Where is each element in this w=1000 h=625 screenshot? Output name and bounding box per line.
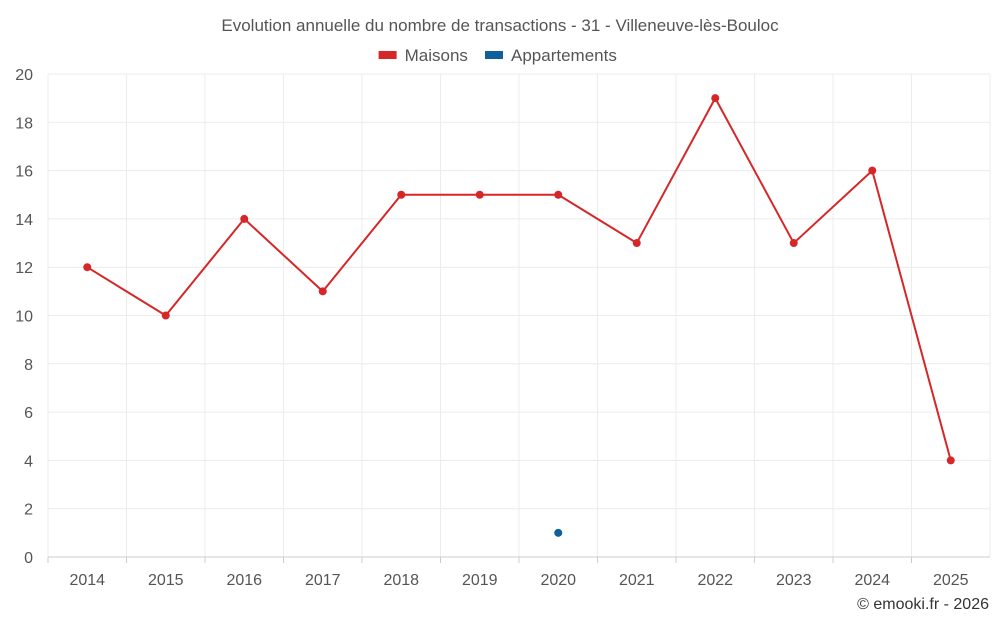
grid: [47, 73, 991, 557]
series-line-maisons: [86, 97, 952, 461]
x-tick-label: 2017: [305, 572, 341, 589]
y-tick-label: 14: [15, 212, 33, 229]
legend-label: Appartements: [511, 46, 617, 65]
data-point-maisons[interactable]: [318, 287, 327, 296]
axes: 0 2 4 6 8 10 12 14 16 18 20 2014 2015 2016 2017 2018 201…: [15, 67, 990, 589]
series-group: [83, 94, 955, 537]
x-tick-label: 2023: [776, 572, 812, 589]
y-tick-label: 16: [15, 164, 33, 181]
legend-swatch: [485, 51, 503, 59]
credit-text: © emooki.fr - 2026: [857, 596, 989, 613]
y-tick-label: 8: [24, 357, 33, 374]
y-tick-label: 20: [15, 67, 33, 84]
data-point-maisons[interactable]: [161, 311, 170, 320]
x-tick-label: 2016: [226, 572, 262, 589]
y-tick-label: 18: [15, 115, 33, 132]
y-tick-label: 0: [24, 550, 33, 567]
y-tick-label: 4: [24, 453, 33, 470]
data-point-maisons[interactable]: [946, 456, 955, 465]
legend-swatch: [378, 51, 397, 59]
x-tick-label: 2021: [619, 572, 655, 589]
legend: Maisons Appartements: [378, 46, 617, 65]
y-tick-label: 2: [24, 502, 33, 519]
y-tick-label: 12: [15, 260, 33, 277]
data-point-maisons[interactable]: [789, 239, 798, 248]
data-point-appartements[interactable]: [554, 528, 563, 537]
legend-item-appartements[interactable]: Appartements: [485, 46, 617, 65]
x-tick-label: 2018: [383, 572, 419, 589]
x-tick-label: 2014: [69, 572, 105, 589]
data-point-maisons[interactable]: [632, 239, 641, 248]
x-tick-label: 2024: [854, 572, 890, 589]
data-point-maisons[interactable]: [240, 214, 249, 223]
data-point-maisons[interactable]: [83, 263, 92, 272]
x-tick-label: 2019: [462, 572, 498, 589]
x-tick-label: 2025: [933, 572, 969, 589]
data-point-maisons[interactable]: [475, 190, 484, 199]
legend-item-maisons[interactable]: Maisons: [378, 46, 468, 65]
y-tick-label: 10: [15, 309, 33, 326]
data-point-maisons[interactable]: [868, 166, 877, 175]
x-tick-label: 2020: [540, 572, 576, 589]
y-tick-label: 6: [24, 405, 33, 422]
legend-label: Maisons: [405, 46, 468, 65]
x-tick-label: 2022: [697, 572, 733, 589]
data-point-maisons[interactable]: [554, 190, 563, 199]
chart-title: Evolution annuelle du nombre de transact…: [221, 16, 779, 35]
x-tick-label: 2015: [148, 572, 184, 589]
data-point-maisons[interactable]: [397, 190, 406, 199]
data-point-maisons[interactable]: [711, 94, 720, 103]
